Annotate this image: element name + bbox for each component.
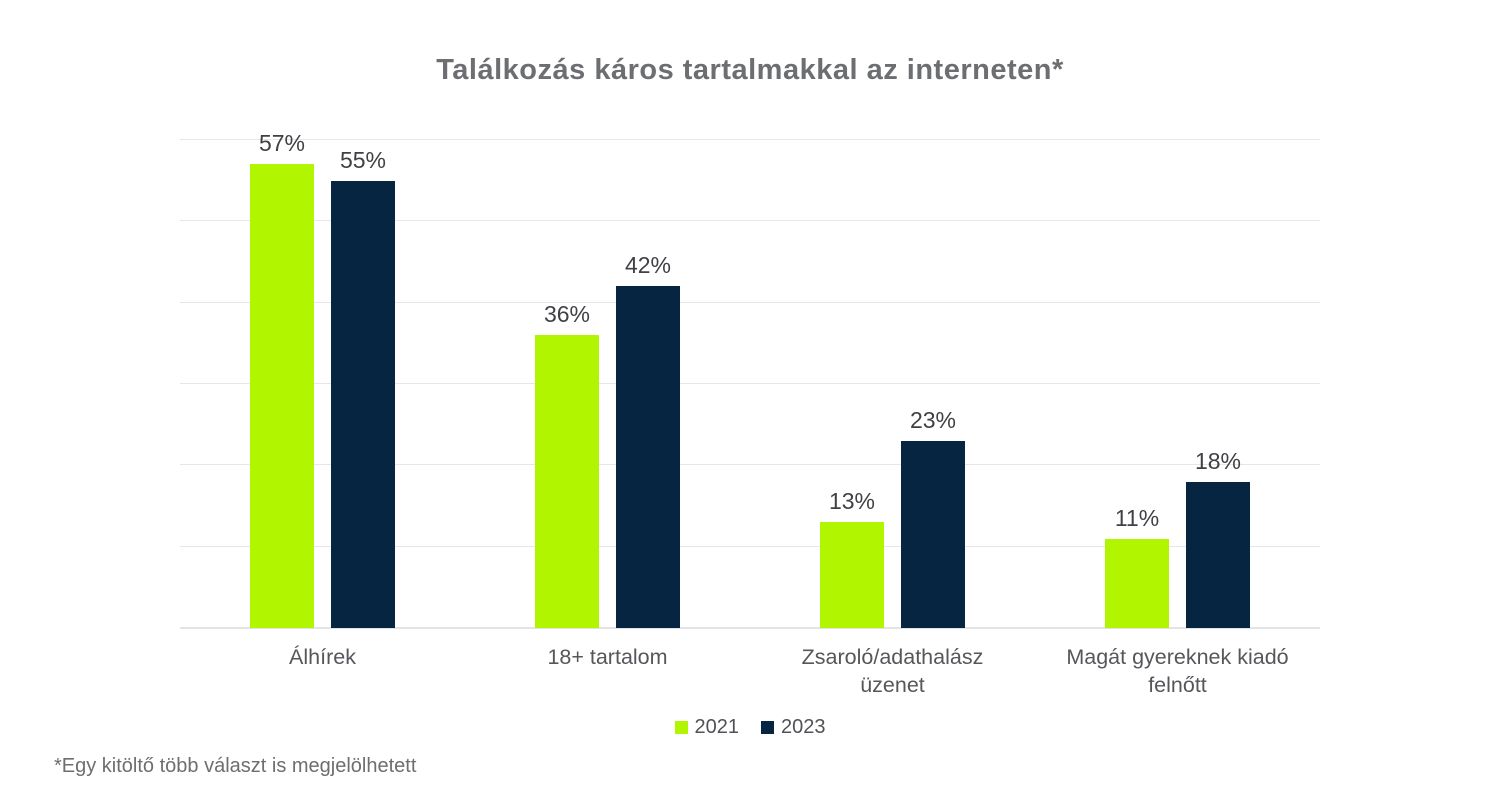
x-axis-line — [180, 627, 1320, 629]
bar-wrap-2023-2: 42% — [616, 252, 680, 628]
bar-2023-3 — [901, 440, 965, 628]
bar-value-label-2023-4: 18% — [1194, 447, 1242, 474]
legend: 2021 2023 — [0, 716, 1500, 739]
legend-label-2021: 2021 — [694, 716, 740, 738]
bar-wrap-2021-4: 11% — [1105, 505, 1169, 628]
bar-wrap-2023-1: 55% — [331, 147, 395, 628]
bar-wrap-2023-3: 23% — [901, 407, 965, 628]
bar-wrap-2023-4: 18% — [1186, 448, 1250, 628]
legend-swatch-2021 — [674, 721, 688, 734]
x-axis-label-2: 18+ tartalom — [547, 645, 668, 669]
bar-2021-4 — [1105, 538, 1169, 628]
chart-title: Találkozás káros tartalmakkal az interne… — [436, 54, 1064, 86]
x-axis-label-3: Zsaroló/adathalász üzenet — [801, 645, 984, 697]
bar-value-label-2021-3: 13% — [828, 488, 876, 515]
bar-wrap-2021-3: 13% — [820, 488, 884, 628]
bar-group-3: 13% 23% — [750, 140, 1035, 628]
bar-group-1: 57% 55% — [180, 130, 465, 628]
x-axis-label-1: Álhírek — [289, 645, 356, 669]
gridline-50 — [180, 220, 1320, 222]
footnote: *Egy kitöltő több választ is megjelölhet… — [54, 755, 417, 777]
legend-label-2023: 2023 — [781, 716, 826, 738]
bar-2021-1 — [250, 164, 314, 628]
bar-value-label-2023-1: 55% — [339, 146, 387, 173]
legend-item-2023: 2023 — [761, 716, 826, 739]
legend-item-2021: 2021 — [674, 716, 740, 739]
gridline-20 — [180, 464, 1320, 466]
bar-value-label-2021-4: 11% — [1114, 504, 1160, 531]
bar-value-label-2023-3: 23% — [909, 406, 957, 433]
bar-value-label-2021-2: 36% — [543, 301, 591, 328]
bar-2021-2 — [535, 335, 599, 628]
gridline-40 — [180, 301, 1320, 303]
bar-value-label-2021-1: 57% — [258, 130, 306, 157]
legend-swatch-2023 — [761, 721, 774, 734]
bar-value-label-2023-2: 42% — [624, 252, 672, 279]
bar-2023-2 — [616, 286, 680, 628]
gridline-10 — [180, 545, 1320, 547]
bar-2023-4 — [1186, 481, 1250, 628]
bar-2021-3 — [820, 522, 884, 628]
plot-area: 57% 55% 36% 42% 13% 23% 11% 18% — [180, 130, 1320, 629]
bar-wrap-2021-2: 36% — [535, 301, 599, 628]
bar-group-2: 36% 42% — [465, 140, 750, 628]
x-axis-labels: Álhírek 18+ tartalom Zsaroló/adathalász üz… — [180, 643, 1320, 699]
x-axis-label-4: Magát gyereknek kiadó felnőtt — [1066, 645, 1289, 697]
bar-groups: 57% 55% 36% 42% 13% 23% 11% 18% — [180, 130, 1320, 628]
bar-group-4: 11% 18% — [1035, 140, 1320, 628]
bar-wrap-2021-1: 57% — [250, 130, 314, 628]
bar-2023-1 — [331, 180, 395, 628]
gridline-60 — [180, 139, 1320, 140]
gridline-30 — [180, 383, 1320, 384]
